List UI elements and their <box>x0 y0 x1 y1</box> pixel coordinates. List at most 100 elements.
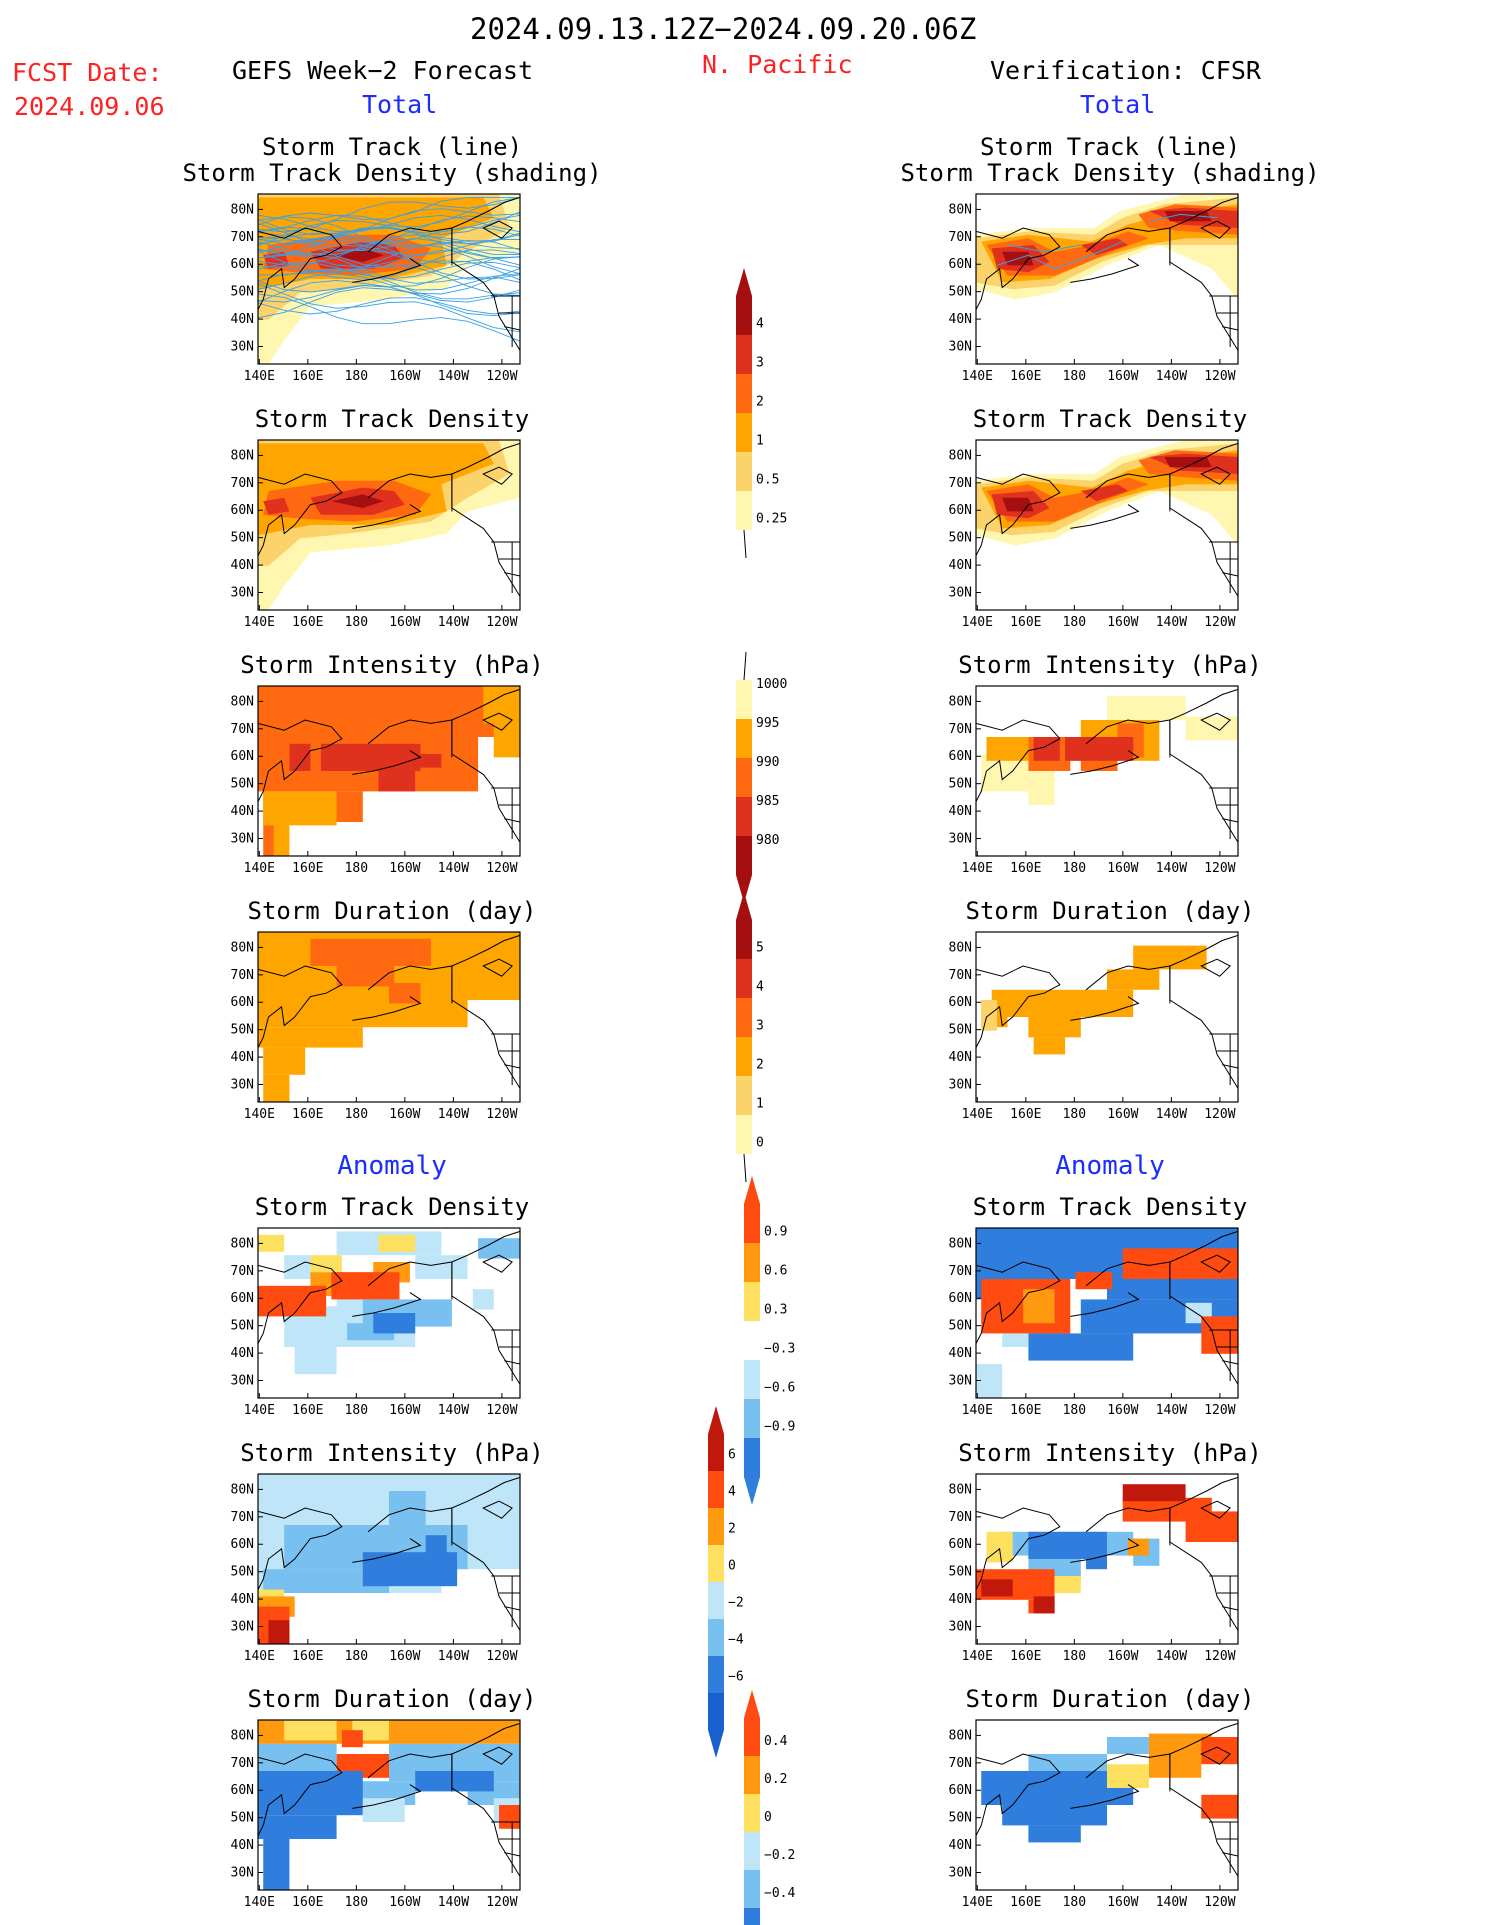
lat-tick-label: 70N <box>231 1510 254 1525</box>
grid-cell <box>1107 1764 1149 1788</box>
colorbar-segment <box>736 413 752 452</box>
lon-tick-label: 160W <box>1107 615 1138 630</box>
right-p6-title: Storm Intensity (hPa) <box>958 1439 1262 1467</box>
lon-tick-label: 180 <box>1063 369 1086 384</box>
date-range-title: 2024.09.13.12Z−2024.09.20.06Z <box>470 12 977 46</box>
lat-tick-label: 40N <box>231 312 254 327</box>
lat-tick-label: 70N <box>231 1264 254 1279</box>
grid-cell <box>273 825 290 856</box>
grid-cell <box>1133 945 1207 970</box>
colorbar-tick-label: −2 <box>728 1595 744 1610</box>
lon-tick-label: 180 <box>345 369 368 384</box>
lon-tick-label: 160E <box>292 1895 323 1910</box>
grid-cell <box>373 1313 416 1334</box>
lat-tick-label: 30N <box>949 340 972 355</box>
lon-tick-label: 120W <box>1204 1895 1235 1910</box>
shade-region <box>331 248 384 262</box>
colorbar-segments <box>744 1176 760 1505</box>
lon-tick-label: 160W <box>389 861 420 876</box>
lon-tick-label: 180 <box>1063 1649 1086 1664</box>
lat-tick-label: 30N <box>231 586 254 601</box>
left-map-track-density-lines: 80N 70N 60N 50N 40N 30N 140E 160E 180 160W 140W 120… <box>231 193 521 384</box>
grid-cell <box>263 1569 389 1593</box>
grid-cell <box>1028 771 1055 805</box>
lat-tick-label: 70N <box>949 1510 972 1525</box>
lon-tick-label: 140E <box>244 1107 275 1122</box>
lat-tick-label: 40N <box>949 804 972 819</box>
colorbar-segment <box>736 1076 752 1115</box>
lat-tick-label: 80N <box>231 1728 254 1743</box>
grid-cell <box>1107 1737 1149 1754</box>
lat-tick-label: 30N <box>231 1078 254 1093</box>
lat-tick-label: 80N <box>949 202 972 217</box>
lat-tick-label: 60N <box>231 749 254 764</box>
colorbar-segment <box>736 920 752 959</box>
right-p1-title-b: Storm Track Density (shading) <box>900 159 1320 187</box>
lat-tick-label: 40N <box>949 1050 972 1065</box>
lat-tick-label: 30N <box>231 340 254 355</box>
colorbar-tick-label: 1 <box>756 433 764 448</box>
lon-tick-label: 140E <box>962 861 993 876</box>
lat-tick-label: 60N <box>231 1783 254 1798</box>
lon-tick-label: 120W <box>486 1649 517 1664</box>
colorbar-tick-label: 0.6 <box>764 1263 787 1278</box>
colorbar-tick-label: −0.2 <box>764 1848 795 1863</box>
grid-cell <box>284 1720 337 1741</box>
lat-tick-label: 60N <box>949 995 972 1010</box>
colorbar-arrow <box>744 1690 760 1718</box>
grid-cell <box>986 1531 1013 1563</box>
grid-cell <box>1107 969 1160 990</box>
lon-tick-label: 160W <box>389 1649 420 1664</box>
lat-tick-label: 80N <box>949 1728 972 1743</box>
lon-tick-label: 140E <box>962 1895 993 1910</box>
colorbar-segment <box>736 1115 752 1154</box>
colorbar-segment <box>736 836 752 875</box>
fcst-date-value: 2024.09.06 <box>14 92 165 121</box>
lon-tick-label: 160W <box>389 1403 420 1418</box>
colorbar-segment <box>708 1471 724 1508</box>
colorbar-segment <box>736 959 752 998</box>
shade-region <box>331 494 384 508</box>
coastline <box>975 688 1239 843</box>
colorbar-intensity: 1000 995 990 985 980 <box>736 651 787 903</box>
colorbar-tick-label: 4 <box>728 1484 736 1499</box>
lat-tick-label: 80N <box>231 448 254 463</box>
lon-tick-label: 180 <box>1063 1107 1086 1122</box>
fcst-date-label: FCST Date: <box>12 58 163 87</box>
lon-tick-label: 180 <box>1063 615 1086 630</box>
colorbar-segment <box>744 1718 760 1756</box>
colorbar-tick-label: 0.2 <box>764 1772 787 1787</box>
right-p3-title: Storm Intensity (hPa) <box>958 651 1262 679</box>
grid-cell <box>1107 696 1186 720</box>
lat-tick-label: 80N <box>949 448 972 463</box>
grid-cell <box>378 771 416 792</box>
colorbar-intensity-anomaly: 6 4 2 0 −2 −4 −6 <box>708 1406 744 1758</box>
lat-tick-label: 40N <box>231 1346 254 1361</box>
lat-tick-label: 30N <box>231 1374 254 1389</box>
colorbar-segment <box>736 998 752 1037</box>
lat-tick-label: 70N <box>231 1756 254 1771</box>
map-axes: 80N 70N 60N 50N 40N 30N 140E 160E 180 160W 140W 120… <box>231 685 521 876</box>
lon-tick-label: 140E <box>962 1649 993 1664</box>
lon-tick-label: 160W <box>1107 1107 1138 1122</box>
colorbar-segments <box>744 1690 760 1925</box>
map-axes: 80N 70N 60N 50N 40N 30N 140E 160E 180 160W 140W 120… <box>949 1227 1239 1418</box>
lat-tick-label: 60N <box>231 1537 254 1552</box>
lat-tick-label: 60N <box>949 749 972 764</box>
colorbar-tick-label: 3 <box>756 1018 764 1033</box>
lon-tick-label: 120W <box>486 1107 517 1122</box>
colorbar-tick-label: 2 <box>756 394 764 409</box>
lat-tick-label: 70N <box>949 1264 972 1279</box>
coastline <box>257 1722 521 1877</box>
lon-tick-label: 140E <box>244 1895 275 1910</box>
lat-tick-label: 50N <box>949 1319 972 1334</box>
right-p7-title: Storm Duration (day) <box>965 1685 1255 1713</box>
shade-region <box>263 497 290 515</box>
lat-tick-label: 50N <box>949 777 972 792</box>
grid-cell <box>310 938 431 966</box>
colorbar-tick-label: 1000 <box>756 677 787 692</box>
lat-tick-label: 30N <box>231 1620 254 1635</box>
coastline <box>257 688 521 843</box>
shade-region <box>1164 457 1212 468</box>
right-map-duration: 80N 70N 60N 50N 40N 30N 140E 160E 180 160W 140W 120… <box>949 931 1239 1122</box>
